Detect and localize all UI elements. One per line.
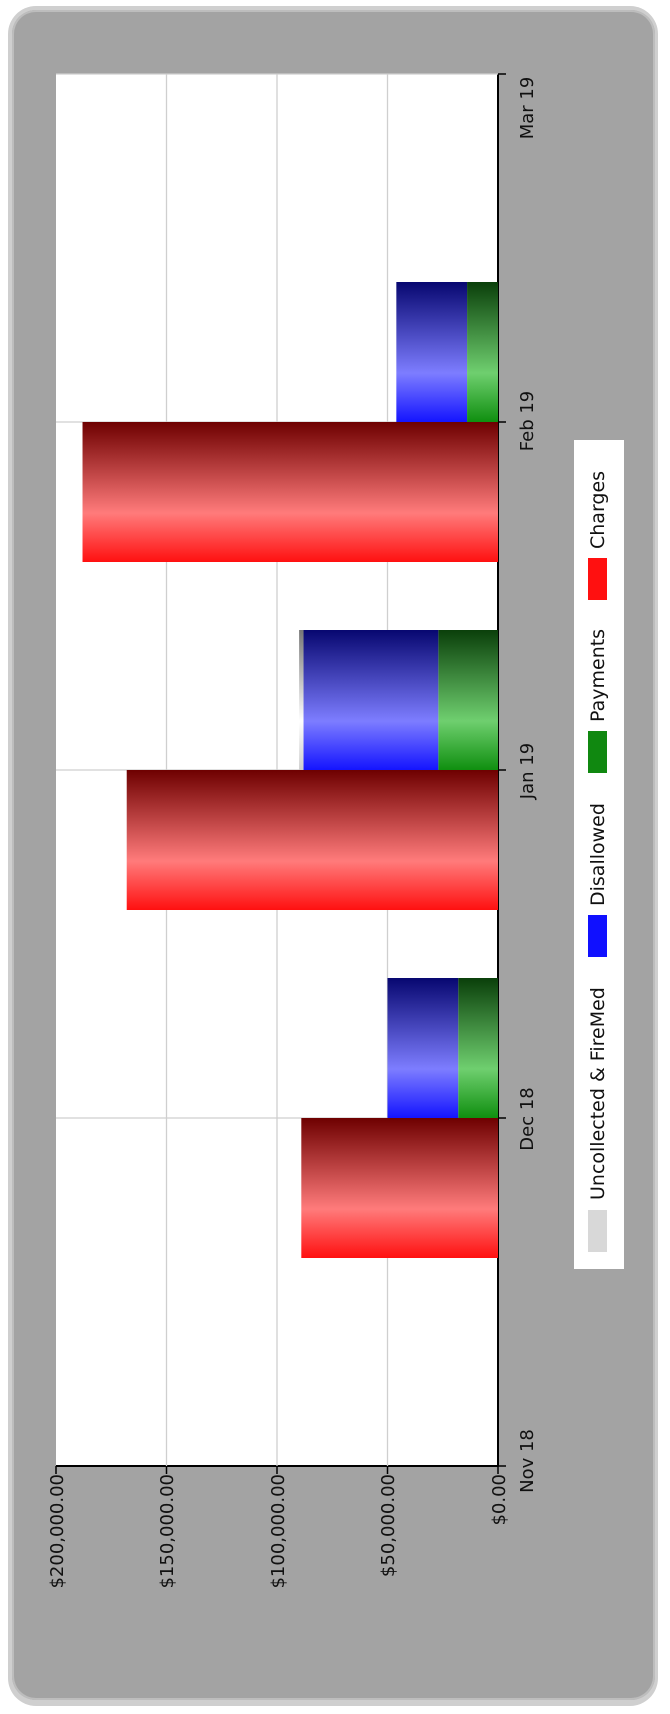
y-tick-label: $150,000.00 <box>157 1474 178 1589</box>
x-tick-label: Feb 19 <box>517 391 538 452</box>
legend-label-disallowed: Disallowed <box>587 803 609 906</box>
y-tick-label: $200,000.00 <box>47 1474 68 1589</box>
legend-label-uncollected: Uncollected & FireMed <box>587 987 609 1200</box>
bars <box>82 282 499 1258</box>
tick-marks <box>55 73 506 1474</box>
y-tick-label: $0.00 <box>489 1474 510 1526</box>
legend-swatch-disallowed <box>588 915 607 957</box>
bar-uncollected <box>299 630 304 770</box>
bar-charges <box>301 1118 498 1258</box>
y-tick-label: $50,000.00 <box>378 1474 399 1577</box>
bar-payments <box>438 630 498 770</box>
x-tick-label: Nov 18 <box>517 1429 538 1493</box>
bar-disallowed <box>387 978 459 1118</box>
bar-disallowed <box>396 282 468 422</box>
bar-disallowed <box>303 630 439 770</box>
x-tick-label: Mar 19 <box>517 77 538 140</box>
bar-charges <box>82 422 499 562</box>
legend-swatch-uncollected <box>588 1210 607 1252</box>
legend-label-payments: Payments <box>587 629 609 722</box>
legend-swatch-payments <box>588 731 607 773</box>
x-tick-label: Jan 19 <box>517 743 538 800</box>
legend: Uncollected & FireMed Disallowed Payment… <box>574 440 624 1269</box>
bar-payments <box>458 978 498 1118</box>
bar-charges <box>126 770 498 910</box>
legend-swatch-charges <box>588 558 607 600</box>
y-tick-label: $100,000.00 <box>268 1474 289 1589</box>
legend-label-charges: Charges <box>587 471 609 549</box>
x-tick-label: Dec 18 <box>517 1087 538 1150</box>
bar-payments <box>467 282 498 422</box>
